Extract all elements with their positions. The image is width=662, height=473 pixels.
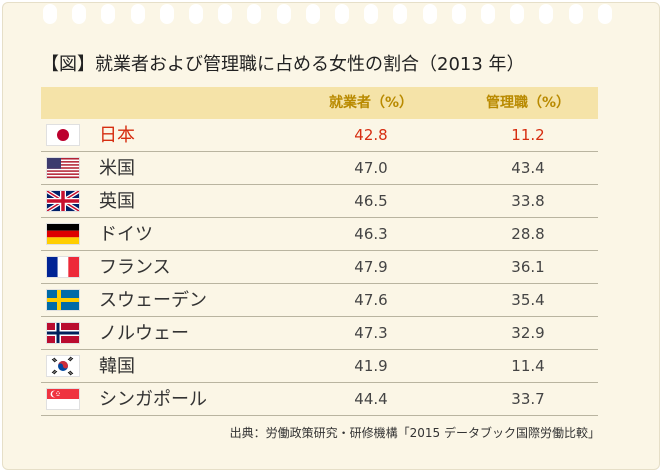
table-row: シンガポール 44.4 33.7 xyxy=(41,383,598,416)
table-row: フランス 47.9 36.1 xyxy=(41,251,598,284)
worker-share-value: 42.8 xyxy=(354,126,388,144)
table-row: 米国 47.0 43.4 xyxy=(41,152,598,185)
binder-hole xyxy=(72,4,87,24)
binder-hole xyxy=(189,4,203,24)
worker-share-value: 44.4 xyxy=(354,390,388,408)
uk-flag xyxy=(47,191,79,211)
manager-share-value: 11.2 xyxy=(511,126,545,144)
binder-hole xyxy=(159,4,174,24)
binder-holes xyxy=(0,0,662,30)
country-name: シンガポール xyxy=(99,389,207,410)
binder-hole xyxy=(568,4,583,24)
country-name: 英国 xyxy=(99,191,135,212)
usa-flag xyxy=(47,158,79,178)
table-row: ドイツ 46.3 28.8 xyxy=(41,218,598,251)
manager-share-value: 36.1 xyxy=(511,258,545,276)
binder-hole xyxy=(335,4,349,24)
source-note: 出典：労働政策研究・研修機構「2015 データブック国際労働比較」 xyxy=(229,426,600,440)
japan-flag xyxy=(47,125,79,145)
table-header: 就業者（%） 管理職（%） xyxy=(41,87,598,119)
binder-hole xyxy=(422,4,437,24)
worker-share-value: 47.3 xyxy=(354,324,388,342)
country-name: 米国 xyxy=(99,158,135,179)
worker-share-value: 41.9 xyxy=(354,357,388,375)
singapore-flag xyxy=(47,389,79,409)
binder-hole xyxy=(393,4,408,24)
worker-share-value: 46.3 xyxy=(354,225,388,243)
country-name: 韓国 xyxy=(99,356,135,377)
binder-hole xyxy=(539,4,554,24)
binder-hole xyxy=(101,4,116,24)
table-row: 英国 46.5 33.8 xyxy=(41,185,598,218)
manager-share-value: 32.9 xyxy=(511,324,545,342)
binder-hole xyxy=(364,4,379,24)
binder-hole xyxy=(510,4,525,24)
france-flag xyxy=(47,257,79,277)
country-name: ドイツ xyxy=(99,224,153,245)
manager-share-value: 35.4 xyxy=(511,291,545,309)
worker-share-value: 47.9 xyxy=(354,258,388,276)
binder-hole xyxy=(481,4,495,24)
table-row: スウェーデン 47.6 35.4 xyxy=(41,284,598,317)
country-name: ノルウェー xyxy=(99,323,189,344)
sweden-flag xyxy=(47,290,79,310)
country-name: スウェーデン xyxy=(99,290,207,311)
table-row: ノルウェー 47.3 32.9 xyxy=(41,317,598,350)
binder-hole xyxy=(43,4,57,24)
column-header-managers: 管理職（%） xyxy=(485,95,571,111)
manager-share-value: 11.4 xyxy=(511,357,545,375)
manager-share-value: 43.4 xyxy=(511,159,545,177)
korea-flag xyxy=(47,356,79,376)
norway-flag xyxy=(47,323,79,343)
table-row: 日本 42.8 11.2 xyxy=(41,119,598,152)
table-row: 韓国 41.9 11.4 xyxy=(41,350,598,383)
binder-hole xyxy=(451,4,466,24)
chart-title: 【図】就業者および管理職に占める女性の割合（2013 年） xyxy=(41,54,525,75)
country-name: フランス xyxy=(99,257,171,278)
binder-hole xyxy=(276,4,291,24)
binder-hole xyxy=(218,4,233,24)
worker-share-value: 46.5 xyxy=(354,192,388,210)
binder-hole xyxy=(597,4,612,24)
binder-hole xyxy=(305,4,320,24)
binder-hole xyxy=(247,4,262,24)
manager-share-value: 33.7 xyxy=(511,390,545,408)
manager-share-value: 33.8 xyxy=(511,192,545,210)
worker-share-value: 47.0 xyxy=(354,159,388,177)
country-name: 日本 xyxy=(99,125,135,146)
worker-share-value: 47.6 xyxy=(354,291,388,309)
column-header-workers: 就業者（%） xyxy=(328,95,414,111)
manager-share-value: 28.8 xyxy=(511,225,545,243)
germany-flag xyxy=(47,224,79,244)
binder-hole xyxy=(130,4,145,24)
